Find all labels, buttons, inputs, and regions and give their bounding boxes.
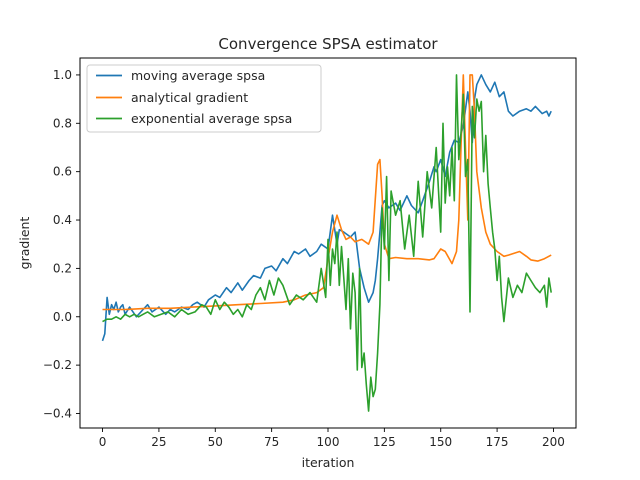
x-tick-label: 150 xyxy=(429,435,452,449)
y-axis-ticks: −0.4 −0.2 0.0 0.2 0.4 0.6 0.8 1.0 xyxy=(43,68,80,420)
y-tick-label: 0.2 xyxy=(53,261,72,275)
x-tick-label: 100 xyxy=(317,435,340,449)
series-line-exponential-average-spsa xyxy=(102,74,552,412)
series-line-moving-average-spsa xyxy=(101,74,552,342)
legend-label-moving-average: moving average spsa xyxy=(131,68,265,83)
y-tick-label: 0.0 xyxy=(53,310,72,324)
y-tick-label: −0.2 xyxy=(43,358,72,372)
series-lines xyxy=(101,74,552,412)
x-tick-label: 175 xyxy=(486,435,509,449)
legend: moving average spsa analytical gradient … xyxy=(86,64,322,133)
x-tick-label: 0 xyxy=(99,435,107,449)
y-tick-label: 0.4 xyxy=(53,213,72,227)
chart-title: Convergence SPSA estimator xyxy=(218,35,438,53)
x-tick-label: 75 xyxy=(264,435,279,449)
legend-label-analytical: analytical gradient xyxy=(131,90,248,105)
legend-box xyxy=(86,64,322,133)
x-tick-label: 50 xyxy=(208,435,223,449)
x-axis-ticks: 0 25 50 75 100 125 150 175 200 xyxy=(99,428,565,449)
x-axis-label: iteration xyxy=(302,455,355,470)
x-tick-label: 200 xyxy=(542,435,565,449)
x-tick-label: 25 xyxy=(151,435,166,449)
y-tick-label: 0.8 xyxy=(53,116,72,130)
y-tick-label: −0.4 xyxy=(43,406,72,420)
y-tick-label: 1.0 xyxy=(53,68,72,82)
legend-label-exponential-average: exponential average spsa xyxy=(131,111,292,126)
y-axis-label: gradient xyxy=(17,217,32,270)
y-tick-label: 0.6 xyxy=(53,165,72,179)
x-tick-label: 125 xyxy=(373,435,396,449)
